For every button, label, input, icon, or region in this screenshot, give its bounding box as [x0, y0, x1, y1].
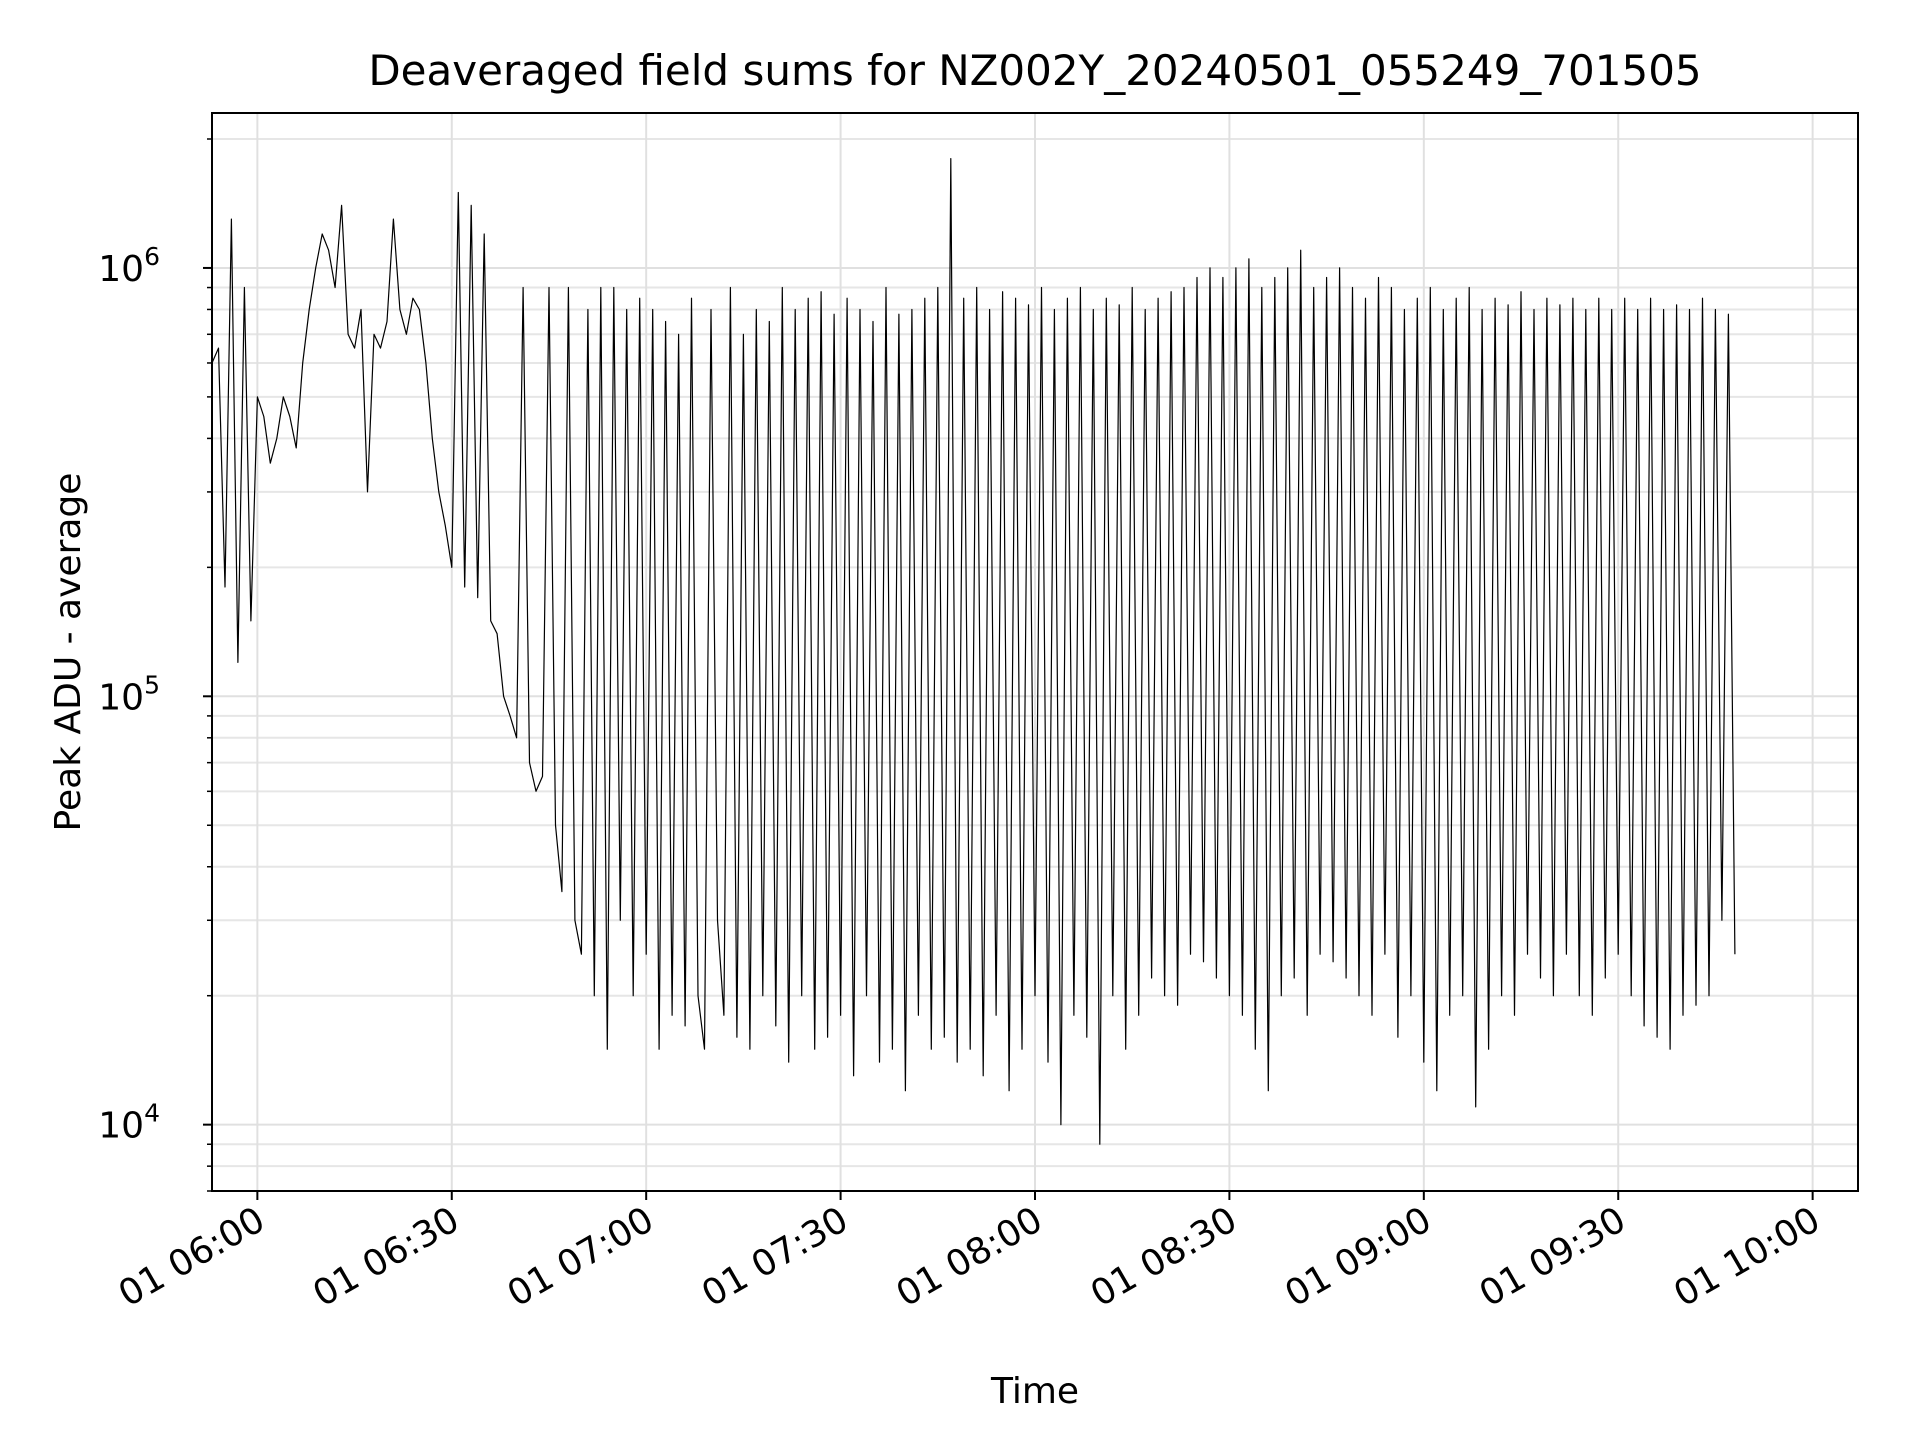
x-tick-label: 01 07:30 [695, 1199, 855, 1315]
y-tick-exponent: 5 [144, 670, 160, 699]
x-axis-label: Time [990, 1371, 1079, 1412]
y-tick-base: 10 [98, 677, 144, 718]
y-tick-exponent: 4 [144, 1099, 160, 1128]
series-line [211, 158, 1736, 1145]
x-tick-label: 01 06:00 [112, 1199, 272, 1315]
y-tick-base: 10 [98, 1106, 144, 1147]
chart-title: Deaveraged field sums for NZ002Y_2024050… [368, 46, 1701, 95]
y-tick-label: 104 [98, 1099, 160, 1147]
x-tick-label: 01 10:00 [1667, 1199, 1827, 1315]
grid [212, 113, 1858, 1192]
y-tick-label: 105 [98, 670, 160, 718]
x-tick-label: 01 09:00 [1278, 1199, 1438, 1315]
x-tick-label: 01 09:30 [1473, 1199, 1633, 1315]
y-tick-label: 106 [98, 242, 160, 290]
x-tick-label: 01 08:00 [890, 1199, 1050, 1315]
y-tick-exponent: 6 [144, 242, 160, 271]
y-tick-base: 10 [98, 249, 144, 290]
y-axis-label: Peak ADU - average [48, 473, 89, 832]
x-tick-label: 01 08:30 [1084, 1199, 1244, 1315]
x-tick-label: 01 07:00 [501, 1199, 661, 1315]
x-tick-label: 01 06:30 [306, 1199, 466, 1315]
